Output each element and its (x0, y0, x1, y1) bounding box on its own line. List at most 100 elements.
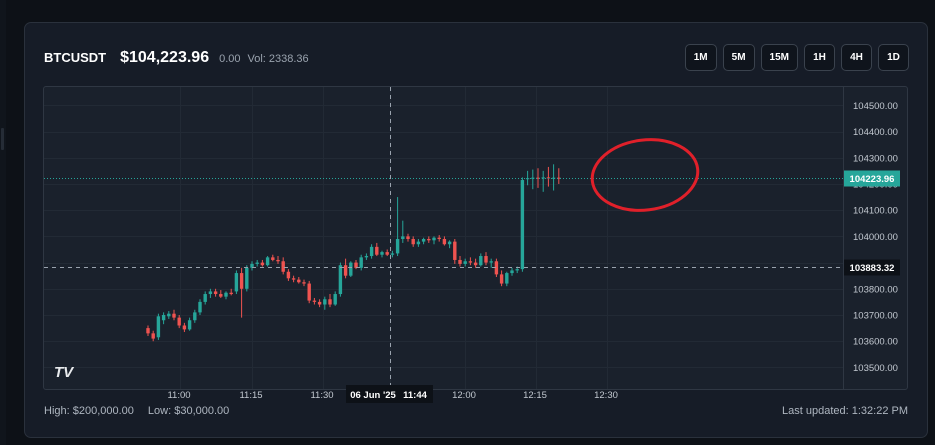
candle-body (510, 270, 514, 274)
candlestick-chart-svg[interactable]: 104500.00104400.00104300.00104200.001041… (44, 87, 908, 390)
candle-body (245, 267, 249, 289)
crosshair-time-tag: 06 Jun '25 11:44 (346, 385, 433, 403)
candle-body (479, 256, 483, 266)
candle (161, 312, 166, 325)
candle-body (551, 177, 556, 179)
candle (198, 299, 202, 315)
candle (338, 262, 343, 297)
candle-body (458, 259, 462, 264)
candle (505, 271, 509, 287)
last-price-tag: 104223.96 (844, 170, 900, 187)
volume-readout: Vol: 2338.36 (248, 53, 309, 65)
candle (151, 330, 155, 342)
candle (421, 237, 426, 245)
candle (265, 256, 270, 267)
candle-body (432, 237, 436, 241)
candle (447, 240, 452, 249)
candle (172, 309, 176, 321)
candle (541, 170, 545, 192)
price-tick-label: 103600.00 (853, 337, 898, 348)
grid-lines (44, 87, 843, 389)
candle (317, 299, 322, 308)
price-tick-label: 104300.00 (853, 153, 898, 164)
candle-body (369, 246, 374, 257)
candle-body (442, 239, 447, 245)
candle-body (286, 271, 291, 279)
timeframe-button-4h[interactable]: 4H (841, 44, 872, 71)
candle-body (161, 315, 166, 321)
candle-body (317, 301, 322, 305)
candle (401, 220, 405, 243)
candle (234, 270, 239, 295)
price-change: 0.00 (219, 53, 241, 65)
candle-body (208, 291, 213, 295)
candle-body (302, 282, 306, 284)
candle (187, 317, 192, 331)
candle-body (390, 253, 395, 255)
hand-drawn-annotation-circle (590, 138, 700, 212)
time-tick-label: 11:15 (239, 390, 262, 401)
timeframe-button-1d[interactable]: 1D (878, 44, 909, 71)
candle (177, 315, 181, 329)
candle-body (385, 252, 389, 255)
candle (286, 269, 291, 281)
candle (239, 267, 244, 318)
candle (380, 250, 384, 258)
tradingview-logo-icon: TV (54, 364, 75, 381)
candle-body (421, 239, 426, 242)
candle-body (411, 239, 415, 245)
candle-body (156, 316, 161, 338)
candle (531, 169, 535, 190)
candle (479, 253, 483, 267)
candle-body (546, 177, 551, 179)
candle-body (473, 262, 478, 266)
candle-body (260, 262, 265, 266)
candle (156, 313, 161, 340)
candle-body (520, 180, 525, 270)
time-axis-labels: 11:00 11:15 11:30 12:00 12:15 12:30 (167, 390, 617, 401)
candle-body (484, 256, 488, 263)
candle (510, 267, 514, 276)
candle (203, 291, 207, 305)
candle-body (224, 292, 228, 297)
candle-body (531, 177, 535, 179)
candle-body (323, 299, 327, 305)
timeframe-button-1m[interactable]: 1M (684, 44, 717, 71)
candle (557, 168, 561, 184)
candle-body (187, 320, 192, 330)
low-value: Low: $30,000.00 (147, 405, 230, 417)
candle-body (395, 239, 400, 254)
price-chart[interactable]: 104500.00104400.00104300.00104200.001041… (43, 86, 908, 390)
candle (250, 261, 254, 271)
timeframe-selector: 1M 5M 15M 1H 4H 1D (684, 44, 909, 71)
candle (416, 239, 421, 247)
ticker-header: BTCUSDT $104,223.96 0.00 Vol: 2338.36 (44, 49, 309, 67)
time-tick-label: 12:15 (523, 390, 547, 401)
candle-body (250, 263, 254, 268)
timeframe-button-1h[interactable]: 1H (804, 44, 835, 71)
timeframe-button-5m[interactable]: 5M (722, 44, 755, 71)
candle (229, 288, 233, 296)
candle-body (364, 256, 369, 258)
candle (312, 297, 317, 305)
candle (245, 265, 249, 292)
price-tick-label: 104500.00 (853, 101, 898, 112)
candle (551, 164, 556, 191)
candle-body (541, 177, 545, 179)
candle-body (193, 312, 197, 321)
volume-value: 2338.36 (268, 53, 309, 65)
timeframe-button-15m[interactable]: 15M (760, 44, 798, 71)
candle-body (167, 313, 171, 317)
candle (328, 294, 332, 308)
candle (146, 325, 150, 336)
price-axis-labels: 104500.00104400.00104300.00104200.001041… (853, 101, 898, 374)
candle (208, 288, 213, 298)
candle (224, 291, 228, 300)
candle-body (515, 269, 519, 271)
crosshair-date-label: 06 Jun '25 (350, 390, 396, 401)
candle (458, 256, 462, 267)
resize-grip[interactable] (1, 128, 4, 150)
candle (219, 290, 223, 298)
price-tick-label: 103500.00 (853, 363, 898, 374)
candle-body (213, 291, 218, 295)
